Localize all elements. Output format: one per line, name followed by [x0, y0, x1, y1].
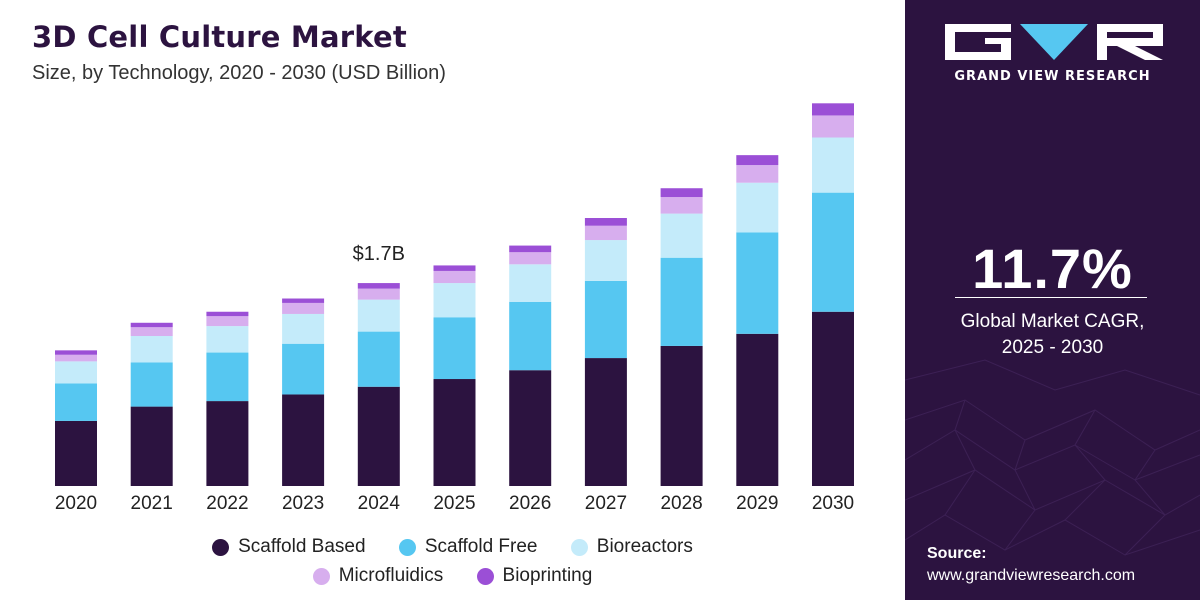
x-tick-label-2029: 2029: [736, 493, 778, 514]
bar-2026-bioreactors: [509, 264, 552, 302]
bar-2026-bioprinting: [509, 245, 552, 253]
cagr-value: 11.7%: [972, 237, 1133, 300]
bar-2022-microfluidics: [206, 316, 249, 327]
x-tick-label-2023: 2023: [282, 493, 324, 514]
bar-2030-scaffold-based: [812, 311, 854, 486]
bar-2026-microfluidics: [509, 252, 552, 265]
bar-2021-bioprinting: [130, 322, 173, 328]
bar-2025-microfluidics: [433, 270, 476, 284]
legend-label-bioreactors: Bioreactors: [596, 536, 693, 557]
bar-2021-scaffold-based: [130, 406, 173, 486]
x-tick-label-2028: 2028: [660, 493, 702, 514]
legend-item-bioprinting: Bioprinting: [476, 565, 593, 587]
background-pattern: [905, 359, 1200, 556]
bar-2023-microfluidics: [282, 302, 325, 314]
bar-2029-microfluidics: [736, 165, 779, 183]
legend-swatch-bioprinting: [476, 567, 494, 585]
bar-2028-bioprinting: [660, 188, 703, 198]
bar-2023-bioprinting: [282, 298, 325, 303]
bar-2022-bioprinting: [206, 311, 249, 317]
bar-2026-scaffold-based: [509, 370, 552, 486]
bar-2023-scaffold-free: [282, 343, 325, 395]
bar-2021-microfluidics: [130, 327, 173, 337]
cagr-label-line-2: 2025 - 2030: [1001, 337, 1104, 358]
bar-2027-bioprinting: [584, 218, 627, 226]
cagr-divider: [955, 297, 1147, 298]
bar-2023-scaffold-based: [282, 394, 325, 486]
legend-label-microfluidics: Microfluidics: [338, 565, 444, 586]
bar-2025-scaffold-based: [433, 379, 476, 486]
stacked-bar-chart: 2020 2021 2022 2023 2024 $1.7B 2025 2026 2027 202…: [55, 103, 854, 514]
bar-2025-bioreactors: [433, 283, 476, 318]
legend-row-2: Microfluidics Bioprinting: [0, 565, 905, 591]
bar-2026-scaffold-free: [509, 301, 552, 371]
bar-2027-scaffold-free: [584, 280, 627, 359]
x-tick-label-2020: 2020: [55, 493, 97, 514]
bar-2028-microfluidics: [660, 197, 703, 214]
legend-row-1: Scaffold Based Scaffold Free Bioreactors: [0, 536, 905, 562]
legend-item-bioreactors: Bioreactors: [570, 536, 693, 558]
bar-2024-scaffold-free: [357, 331, 400, 387]
x-tick-label-2022: 2022: [206, 493, 248, 514]
info-sidebar: GRAND VIEW RESEARCH 11.7% Global Market …: [905, 0, 1200, 600]
bar-2020-scaffold-free: [55, 383, 97, 421]
bar-2021-bioreactors: [130, 336, 173, 363]
bar-2024-bioreactors: [357, 299, 400, 332]
chart-panel: 3D Cell Culture Market Size, by Technolo…: [0, 20, 905, 591]
legend-label-bioprinting: Bioprinting: [502, 565, 593, 586]
bar-2022-bioreactors: [206, 326, 249, 353]
bar-2020-scaffold-based: [55, 420, 97, 486]
legend-item-microfluidics: Microfluidics: [312, 565, 444, 587]
bar-2025-bioprinting: [433, 265, 476, 271]
bar-2029-bioreactors: [736, 182, 779, 233]
x-tick-label-2025: 2025: [433, 493, 475, 514]
x-tick-label-2027: 2027: [585, 493, 627, 514]
source-link[interactable]: www.grandviewresearch.com: [927, 567, 1136, 584]
cagr-label-line-1: Global Market CAGR,: [960, 311, 1145, 332]
chart-subtitle: Size, by Technology, 2020 - 2030 (USD Bi…: [32, 62, 446, 84]
bar-2024-microfluidics: [357, 288, 400, 300]
bar-2029-scaffold-based: [736, 333, 779, 486]
bar-2027-bioreactors: [584, 240, 627, 281]
bar-2028-scaffold-based: [660, 345, 703, 486]
bar-2024-scaffold-based: [357, 386, 400, 486]
bar-2029-bioprinting: [736, 155, 779, 166]
brand-name: GRAND VIEW RESEARCH: [954, 69, 1151, 84]
legend-swatch-microfluidics: [312, 567, 330, 585]
legend-item-scaffold-free: Scaffold Free: [398, 536, 538, 558]
chart-title: 3D Cell Culture Market: [32, 20, 407, 54]
bar-2030-bioprinting: [812, 103, 854, 116]
bar-2024-bioprinting: [357, 283, 400, 289]
grand-view-research-logo: [945, 24, 1163, 60]
x-tick-label-2024: 2024: [358, 493, 401, 514]
value-annotation-2024: $1.7B: [353, 243, 405, 265]
legend-swatch-scaffold-based: [212, 538, 230, 556]
bar-2025-scaffold-free: [433, 317, 476, 380]
bar-2022-scaffold-based: [206, 401, 249, 486]
legend-label-scaffold-free: Scaffold Free: [424, 536, 538, 557]
bar-2020-bioreactors: [55, 361, 97, 384]
bar-2028-scaffold-free: [660, 257, 703, 346]
bar-2030-bioreactors: [812, 137, 854, 193]
bar-2021-scaffold-free: [130, 362, 173, 407]
bar-2020-bioprinting: [55, 350, 97, 355]
x-tick-label-2026: 2026: [509, 493, 551, 514]
bar-2022-scaffold-free: [206, 352, 249, 402]
legend-swatch-bioreactors: [570, 538, 588, 556]
legend-item-scaffold-based: Scaffold Based: [212, 536, 366, 558]
legend-label-scaffold-based: Scaffold Based: [238, 536, 366, 557]
cagr-label: Global Market CAGR, 2025 - 2030: [905, 309, 1200, 361]
source-label: Source:: [927, 545, 987, 562]
legend-swatch-scaffold-free: [398, 538, 416, 556]
bar-2030-scaffold-free: [812, 192, 854, 312]
bar-2020-microfluidics: [55, 354, 97, 362]
bar-2030-microfluidics: [812, 115, 854, 138]
bar-2027-scaffold-based: [584, 358, 627, 486]
bar-2028-bioreactors: [660, 213, 703, 258]
bar-2029-scaffold-free: [736, 232, 779, 334]
bar-2023-bioreactors: [282, 313, 325, 344]
x-tick-label-2030: 2030: [812, 493, 854, 514]
x-tick-label-2021: 2021: [131, 493, 173, 514]
bar-2027-microfluidics: [584, 225, 627, 241]
